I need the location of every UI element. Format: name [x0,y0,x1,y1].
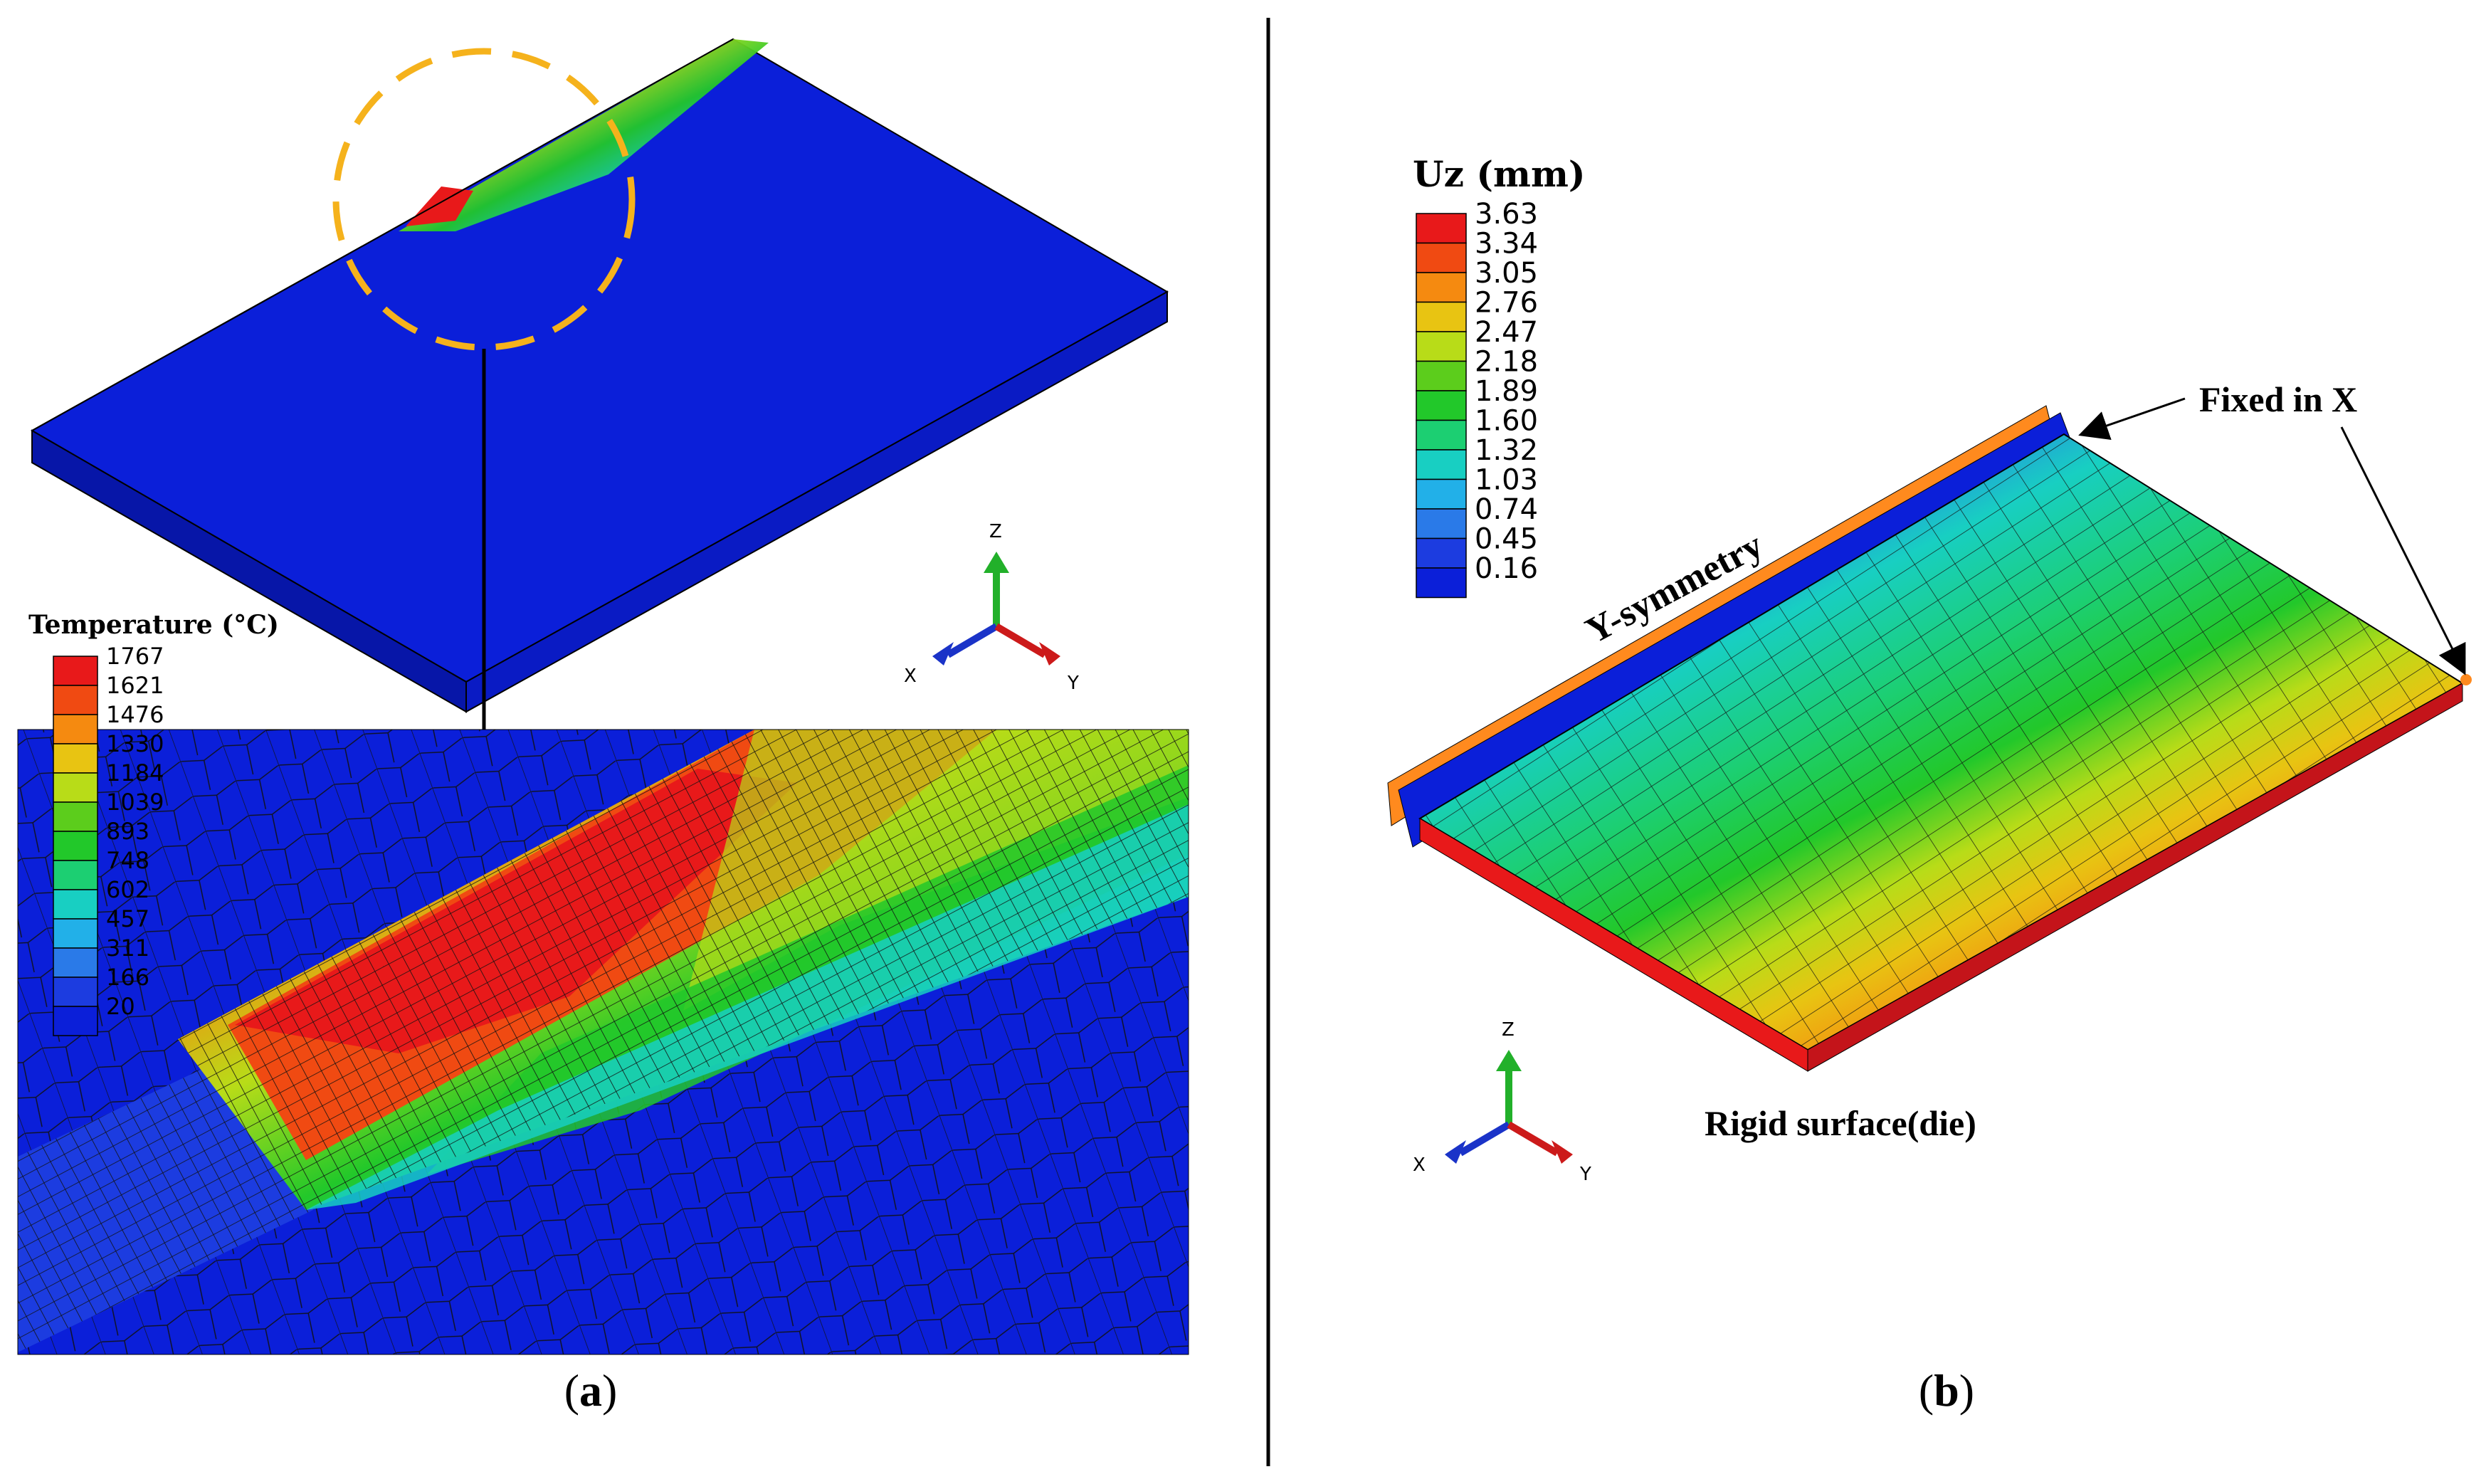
legend-b-tick-label: 0.74 [1475,493,1538,526]
legend-b-swatch [1416,213,1467,244]
legend-a-swatch [53,714,98,744]
legend-b-swatch [1416,301,1467,332]
legend-b-tick-label: 2.76 [1475,287,1538,320]
legend-a-tick-label: 602 [106,876,149,903]
legend-b-tick-label: 0.45 [1475,523,1538,556]
legend-a-tick-label: 1767 [106,643,164,670]
annotation-rigid: Rigid surface(die) [1705,1103,1976,1143]
legend-uz: Uz (mm) 3.633.343.052.762.472.181.891.60… [1413,153,1586,599]
fixed-point-marker [2460,674,2472,685]
triad-z-a: Z [989,521,1002,542]
plate-3d-b [1387,405,2472,1072]
legend-a-tick-label: 311 [106,935,149,962]
axis-triad-b: Z X Y [1413,1019,1591,1185]
panel-b: Uz (mm) 3.633.343.052.762.472.181.891.60… [1387,153,2472,1416]
legend-a-swatch [53,772,98,803]
plate-side-face-a [465,290,1168,713]
legend-a-swatch [53,831,98,861]
legend-b-tick-label: 3.34 [1475,228,1538,261]
triad-x-b: X [1413,1154,1426,1176]
legend-a-tick-label: 20 [106,993,135,1020]
legend-a-tick-label: 1039 [106,789,164,816]
legend-b-tick-label: 0.16 [1475,552,1538,585]
legend-b-swatch [1416,360,1467,391]
zoom-circle [332,48,636,351]
legend-b-swatch [1416,242,1467,273]
legend-b-swatch [1416,508,1467,540]
weld-heat-zone [399,39,769,231]
triad-y-b: Y [1579,1164,1591,1185]
legend-swatches-b: 3.633.343.052.762.472.181.891.601.321.03… [1416,198,1538,599]
legend-a-swatch [53,801,98,832]
legend-b-swatch [1416,567,1467,599]
panel-label-b: (b) [1919,1365,1974,1416]
legend-b-swatch [1416,331,1467,362]
weld-hot-spot [406,186,473,226]
legend-a-tick-label: 1476 [106,701,164,728]
triad-z-b: Z [1502,1019,1515,1041]
legend-a-swatch [53,685,98,715]
legend-a-tick-label: 457 [106,905,149,932]
legend-a-swatch [53,860,98,890]
legend-b-swatch [1416,419,1467,451]
legend-a-swatch [53,656,98,686]
annotation-fixed: Fixed in X [2199,379,2357,419]
legend-a-swatch [53,977,98,1007]
legend-title-a: Temperature (°C) [28,610,279,640]
fixed-arrow-1 [2078,397,2186,440]
legend-a-tick-label: 1621 [106,672,164,699]
legend-a-swatch [53,743,98,774]
legend-b-swatch [1416,272,1467,303]
triad-y-a: Y [1067,673,1079,694]
plate-3d-a [30,38,1169,713]
legend-b-tick-label: 3.63 [1475,198,1538,231]
legend-b-tick-label: 2.18 [1475,346,1538,379]
legend-a-swatch [53,1006,98,1036]
panel-label-a: (a) [564,1365,618,1416]
triad-x-a: X [904,665,917,687]
legend-b-tick-label: 1.32 [1475,434,1538,467]
legend-b-tick-label: 1.89 [1475,375,1538,408]
legend-b-tick-label: 2.47 [1475,316,1538,349]
zoom-detail [17,729,1189,1355]
legend-a-tick-label: 1330 [106,730,164,757]
legend-b-swatch [1416,390,1467,421]
fixed-arrow-2 [2340,426,2466,675]
plate-side-edge-b [1807,683,2463,1072]
legend-b-tick-label: 3.05 [1475,257,1538,290]
legend-b-swatch [1416,449,1467,480]
legend-a-tick-label: 1184 [106,759,164,786]
legend-b-swatch [1416,478,1467,510]
legend-a-tick-label: 748 [106,847,149,874]
legend-a-swatch [53,889,98,920]
legend-b-swatch [1416,537,1467,569]
legend-a-tick-label: 166 [106,964,149,991]
legend-a-swatch [53,947,98,978]
legend-a-swatch [53,918,98,949]
legend-b-tick-label: 1.03 [1475,464,1538,497]
legend-b-tick-label: 1.60 [1475,405,1538,438]
axis-triad-a: Z X Y [904,521,1079,694]
legend-a-tick-label: 893 [106,818,149,845]
legend-title-b: Uz (mm) [1413,153,1586,195]
